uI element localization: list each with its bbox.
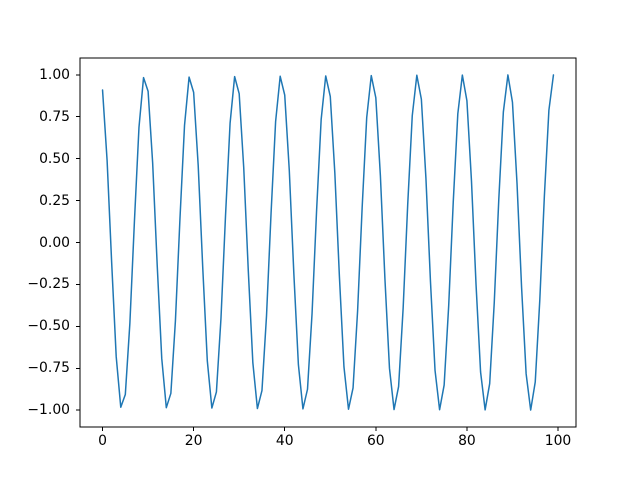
- line-series: [101, 74, 555, 411]
- y-tick-label: −0.75: [27, 360, 70, 377]
- x-tick-label: 20: [184, 433, 203, 449]
- y-tick-label: 0.25: [39, 192, 70, 209]
- y-tick-label: 0.75: [39, 108, 70, 125]
- x-tick-label: 80: [458, 433, 476, 449]
- y-tick-label: −1.00: [27, 402, 70, 419]
- x-tick-label: 60: [366, 433, 385, 449]
- y-tick-label: 1.00: [39, 66, 70, 83]
- axes-box: [79, 57, 577, 428]
- y-tick-label: −0.25: [27, 276, 70, 293]
- x-tick-label: 40: [275, 433, 294, 449]
- x-tick-label: 100: [544, 433, 572, 449]
- y-tick-label: −0.50: [27, 318, 70, 335]
- y-tick-label: 0.50: [39, 150, 70, 167]
- x-tick-label: 0: [98, 433, 107, 449]
- y-tick-label: 0.00: [39, 234, 70, 251]
